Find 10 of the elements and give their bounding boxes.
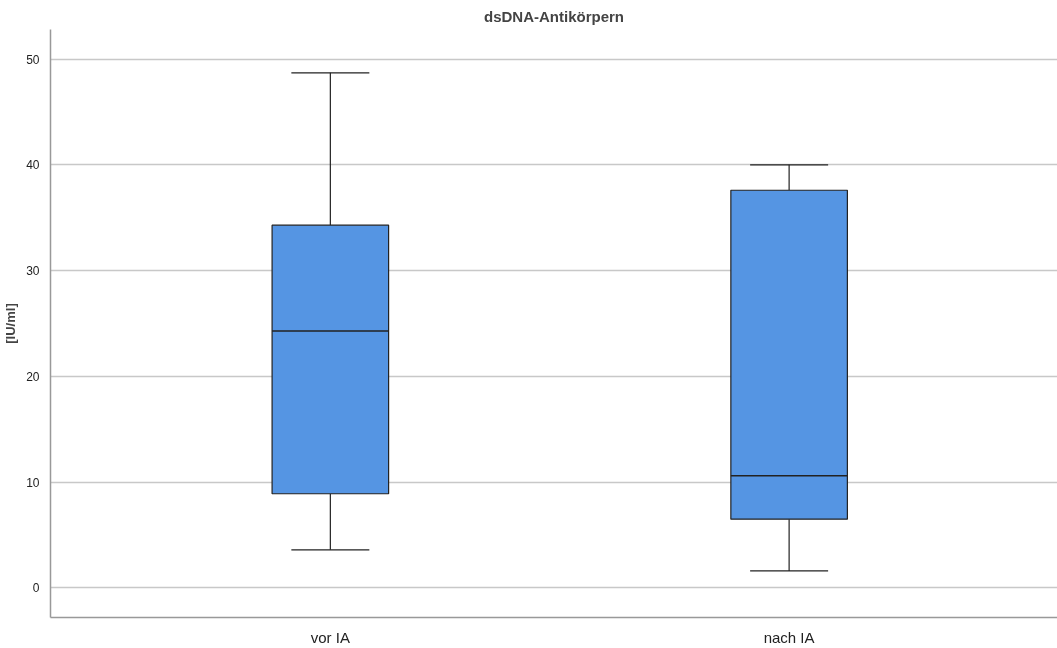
chart-title: dsDNA-Antikörpern (484, 7, 625, 25)
y-tick-label: 0 (32, 581, 40, 596)
y-tick-label: 50 (26, 52, 40, 67)
y-tick-label: 30 (26, 264, 40, 279)
y-tick-label: 20 (26, 369, 40, 384)
x-tick-label: nach IA (763, 628, 815, 646)
y-tick-label: 40 (26, 158, 40, 173)
y-axis-title: [IU/ml] (3, 303, 19, 344)
y-tick-label: 10 (26, 475, 40, 490)
x-tick-label: vor IA (310, 628, 350, 646)
